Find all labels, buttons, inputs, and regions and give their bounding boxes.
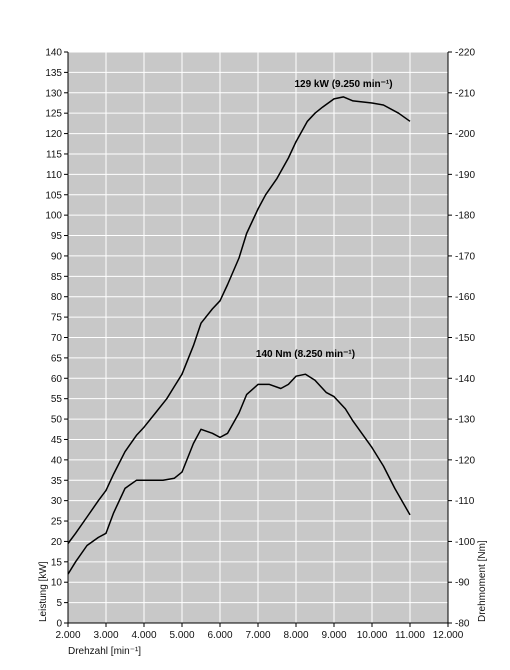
left-tick-label: 60 (51, 374, 63, 385)
right-tick-label: -160 (455, 292, 475, 303)
torque-series-line (67, 373, 411, 575)
left-tick-label: 130 (45, 88, 62, 99)
right-tick-label: -170 (455, 251, 475, 262)
right-tick-label: -200 (455, 129, 475, 140)
left-tick-label: 95 (51, 231, 63, 242)
right-axis-label: Drehmoment [Nm] (477, 540, 488, 622)
right-tick-label: -210 (455, 88, 475, 99)
right-axis-ticks: -80 -90 -100 -110 -120 -130 -140 -150 -160 -170 -1… (448, 48, 475, 630)
series-lines (67, 96, 411, 575)
left-tick-label: 75 (51, 313, 63, 324)
right-tick-label: -150 (455, 333, 475, 344)
left-tick-label: 15 (51, 557, 63, 568)
x-tick-label: 5.000 (169, 630, 194, 641)
left-tick-label: 105 (45, 190, 62, 201)
left-tick-label: 85 (51, 272, 63, 283)
x-tick-label: 10.000 (357, 630, 388, 641)
right-tick-label: -110 (455, 496, 475, 507)
left-tick-label: 0 (56, 619, 62, 630)
left-tick-label: 110 (46, 170, 62, 181)
left-tick-label: 115 (46, 149, 62, 160)
left-tick-label: 45 (51, 435, 63, 446)
x-tick-label: 2.000 (55, 630, 80, 641)
right-tick-label: -130 (455, 415, 475, 426)
x-tick-label: 7.000 (245, 630, 270, 641)
x-tick-label: 12.000 (433, 630, 464, 641)
right-tick-label: -180 (455, 211, 475, 222)
x-axis-ticks: 2.000 3.000 4.000 5.000 6.000 7.000 8.000 9.000… (55, 623, 464, 641)
left-tick-label: 140 (45, 48, 62, 59)
right-tick-label: -100 (455, 537, 475, 548)
left-tick-label: 5 (56, 598, 62, 609)
right-tick-label: -140 (455, 374, 475, 385)
left-tick-label: 50 (51, 415, 63, 426)
left-tick-label: 30 (51, 496, 63, 507)
x-tick-label: 6.000 (207, 630, 232, 641)
left-tick-label: 65 (51, 353, 63, 364)
annotations: 129 kW (9.250 min⁻¹) 140 Nm (8.250 min⁻¹) (256, 79, 393, 360)
right-tick-label: -90 (455, 578, 470, 589)
left-tick-label: 90 (51, 251, 63, 262)
left-tick-label: 70 (51, 333, 63, 344)
left-tick-label: 10 (51, 578, 63, 589)
right-tick-label: -120 (455, 455, 475, 466)
peak-annotation: 129 kW (9.250 min⁻¹) (294, 79, 392, 90)
peak-annotation: 140 Nm (8.250 min⁻¹) (256, 349, 355, 360)
x-tick-label: 8.000 (283, 630, 308, 641)
left-tick-label: 100 (45, 211, 62, 222)
right-tick-label: -190 (455, 170, 475, 181)
left-tick-label: 40 (51, 455, 63, 466)
left-tick-label: 120 (45, 129, 62, 140)
left-tick-label: 55 (51, 394, 63, 405)
left-tick-label: 80 (51, 292, 63, 303)
x-tick-label: 3.000 (93, 630, 118, 641)
left-tick-label: 20 (51, 537, 63, 548)
x-tick-label: 4.000 (131, 630, 156, 641)
power-series-line (67, 96, 411, 544)
left-axis-label: Leistung [kW] (38, 561, 49, 622)
left-tick-label: 35 (51, 476, 63, 487)
left-tick-label: 125 (45, 109, 62, 120)
right-tick-label: -80 (455, 619, 470, 630)
left-axis-ticks: 0 5 10 15 20 25 30 35 40 45 50 55 60 65 70 75 80 85 90 95 10… (45, 48, 68, 630)
x-tick-label: 9.000 (321, 630, 346, 641)
left-tick-label: 25 (51, 517, 63, 528)
x-tick-label: 11.000 (395, 630, 425, 641)
x-axis-label: Drehzahl [min⁻¹] (68, 646, 141, 657)
right-tick-label: -220 (455, 48, 475, 59)
left-tick-label: 135 (45, 68, 62, 79)
